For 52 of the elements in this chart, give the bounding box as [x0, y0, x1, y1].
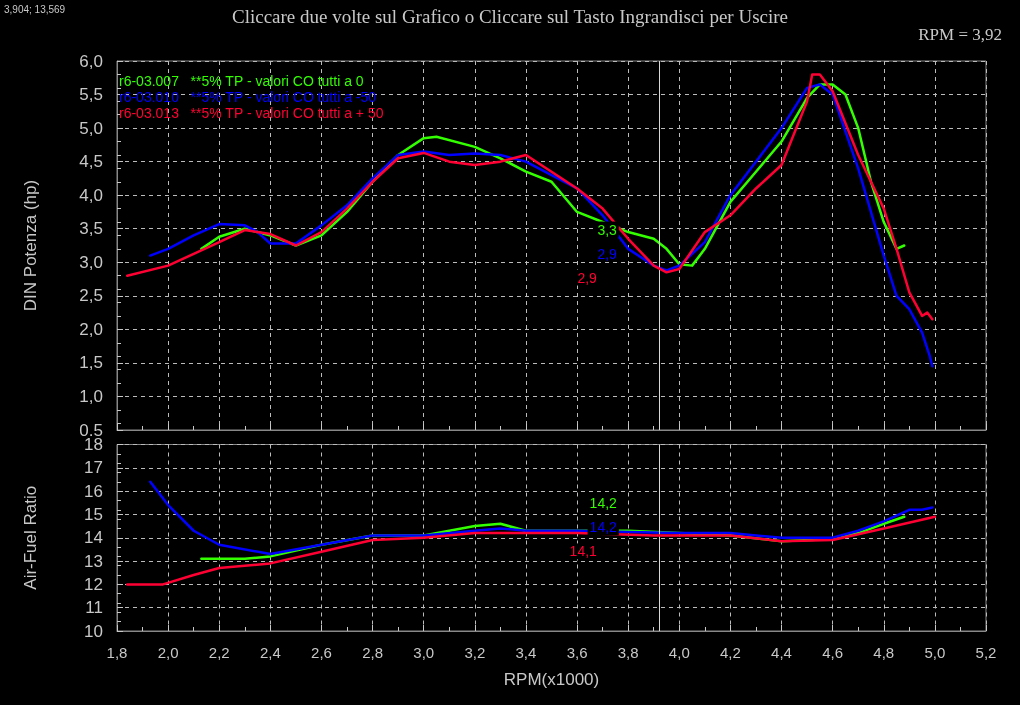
text: 3,904; 13,569 — [4, 3, 66, 15]
y-tick-label: 6,0 — [79, 51, 103, 71]
y-tick-label: 4,5 — [79, 152, 103, 172]
x-tick-label: 4,4 — [771, 644, 792, 661]
x-tick-label: 4,0 — [668, 644, 690, 661]
y-tick-label: 15 — [84, 504, 103, 524]
annotation: 14,2 — [589, 495, 618, 512]
y-tick-label: 5,0 — [79, 118, 103, 138]
annotation: 2,9 — [577, 269, 598, 286]
y-tick-label: 10 — [84, 621, 103, 641]
y-tick-label: 1,5 — [79, 353, 103, 373]
annotation: 3,3 — [597, 221, 618, 238]
x-tick-label: 2,8 — [362, 644, 384, 661]
y-tick-label: 3,0 — [79, 252, 103, 272]
y-tick-label: 12 — [84, 574, 103, 594]
y-tick-label: 14 — [84, 528, 103, 548]
x-tick-label: 1,8 — [106, 644, 128, 661]
y-axis-title: DIN Potenza (hp) — [21, 179, 40, 312]
y-tick-label: 4,0 — [79, 185, 103, 205]
x-tick-label: 3,0 — [413, 644, 435, 661]
y-tick-label: 3,5 — [79, 219, 103, 239]
y-tick-label: 2,0 — [79, 319, 103, 339]
x-tick-label: 4,6 — [822, 644, 844, 661]
x-tick-label: 3,6 — [566, 644, 588, 661]
x-tick-label: 3,2 — [464, 644, 486, 661]
x-tick-label: 3,8 — [617, 644, 639, 661]
x-tick-label: 2,6 — [311, 644, 332, 661]
annotation: 14,2 — [589, 519, 618, 536]
ref-line-label: RPM = 3,92 — [918, 25, 1002, 44]
x-tick-label: 5,2 — [975, 644, 997, 661]
x-axis-title: RPM(x1000) — [503, 670, 600, 689]
y-tick-label: 1,0 — [79, 386, 103, 406]
x-tick-label: 4,2 — [719, 644, 741, 661]
y-axis-title: Air-Fuel Ratio — [21, 485, 40, 590]
chart-title: Cliccare due volte sul Grafico o Cliccare sul Tasto Ingrandisci per Uscire — [232, 6, 788, 27]
annotation: 2,9 — [597, 245, 618, 262]
y-tick-label: 17 — [84, 458, 103, 478]
text: r6-03.013 **5% TP - valori CO tutti a + 50 — [119, 105, 384, 121]
x-tick-label: 2,4 — [259, 644, 281, 661]
y-tick-label: 18 — [84, 435, 103, 454]
x-tick-label: 2,0 — [157, 644, 179, 661]
x-tick-label: 2,2 — [208, 644, 230, 661]
annotation: 14,1 — [569, 543, 598, 560]
x-tick-label: 4,8 — [873, 644, 895, 661]
text: r6-03.007 **5% TP - valori CO tutti a 0 — [119, 73, 364, 89]
y-tick-label: 11 — [85, 598, 103, 618]
y-tick-label: 16 — [84, 481, 103, 501]
x-tick-label: 5,0 — [924, 644, 946, 661]
y-tick-label: 2,5 — [79, 286, 103, 306]
x-tick-label: 3,4 — [515, 644, 537, 661]
y-tick-label: 5,5 — [79, 85, 103, 105]
y-tick-label: 13 — [84, 551, 103, 571]
